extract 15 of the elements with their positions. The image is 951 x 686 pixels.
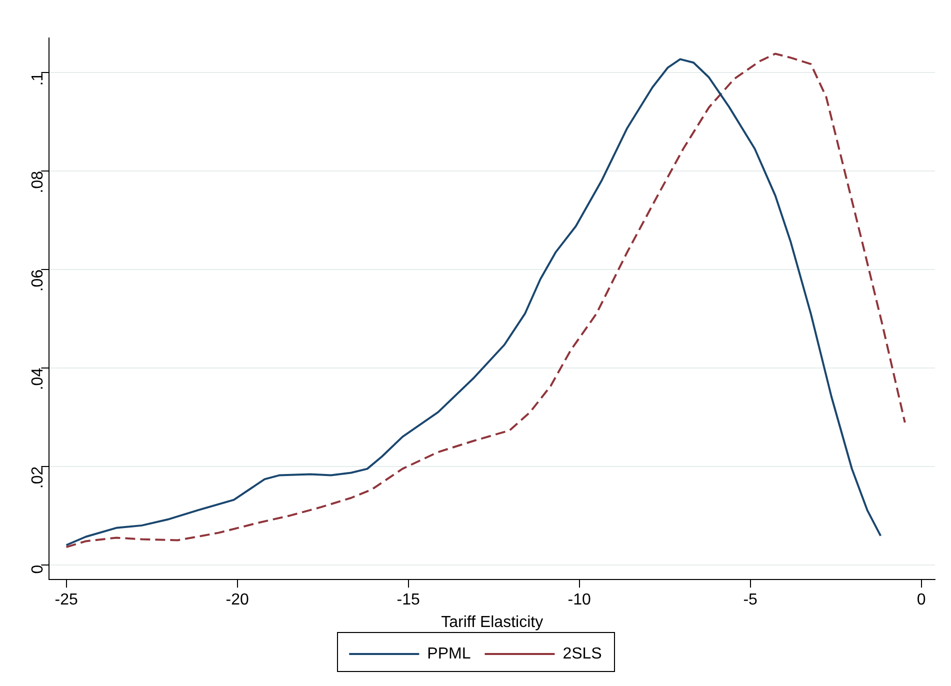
legend-label: PPML — [427, 645, 471, 662]
x-tick-label: -25 — [54, 592, 78, 609]
y-tick-label: .06 — [30, 269, 47, 292]
x-tick-label: -10 — [568, 592, 591, 609]
y-tick-label: .08 — [30, 170, 47, 194]
x-axis-title: Tariff Elasticity — [441, 614, 544, 631]
x-tick-label: -20 — [226, 592, 249, 609]
y-tick-label: 0 — [30, 564, 47, 574]
x-tick-label: 0 — [916, 592, 926, 609]
x-tick-label: -5 — [743, 592, 758, 609]
legend-label: 2SLS — [562, 645, 602, 662]
y-tick-label: .1 — [30, 72, 47, 86]
y-tick-label: .02 — [30, 466, 47, 489]
x-tick-label: -15 — [396, 592, 420, 609]
y-tick-label: .04 — [30, 368, 47, 390]
